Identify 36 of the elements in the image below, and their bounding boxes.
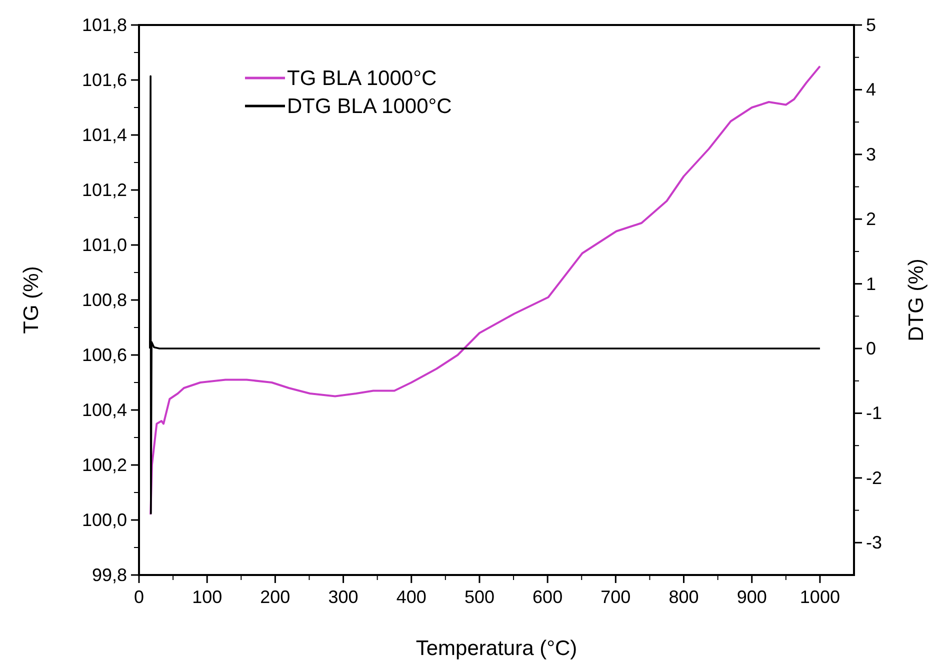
y2-tick-label: -1 xyxy=(866,403,882,424)
y-tick-label: 100,2 xyxy=(82,455,127,475)
y-tick-label: 100,8 xyxy=(82,290,127,310)
x-tick-label: 1000 xyxy=(800,587,840,607)
x-tick-label: 300 xyxy=(328,587,358,607)
y-tick-label: 101,4 xyxy=(82,125,127,145)
x-tick-label: 200 xyxy=(260,587,290,607)
y-tick-label: 100,4 xyxy=(82,400,127,420)
x-tick-label: 0 xyxy=(134,587,144,607)
y-tick-label: 101,2 xyxy=(82,180,127,200)
y2-tick-label: 4 xyxy=(866,80,876,100)
y-tick-label: 100,6 xyxy=(82,345,127,365)
y2-axis-title: DTG (%) xyxy=(905,258,928,342)
y2-tick-label: 5 xyxy=(866,15,876,35)
y-tick-label: 101,0 xyxy=(82,235,127,255)
y-axis-title: TG (%) xyxy=(20,266,43,334)
y2-tick-label: -2 xyxy=(866,468,882,488)
x-tick-label: 500 xyxy=(464,587,494,607)
y2-tick-label: 3 xyxy=(866,144,876,164)
y2-tick-label: 0 xyxy=(866,338,876,359)
x-tick-label: 900 xyxy=(736,587,767,607)
x-axis-title: Temperatura (°C) xyxy=(416,637,578,660)
y-tick-label: 101,8 xyxy=(82,15,127,35)
x-tick-label: 800 xyxy=(668,587,699,607)
legend-label: TG BLA 1000°C xyxy=(287,67,437,90)
y2-tick-label: 2 xyxy=(866,209,876,230)
x-tick-label: 100 xyxy=(192,587,222,607)
x-tick-label: 700 xyxy=(600,587,631,607)
x-tick-label: 600 xyxy=(532,587,563,607)
y-tick-label: 101,6 xyxy=(82,70,127,90)
y-tick-label: 100,0 xyxy=(82,510,127,530)
x-tick-label: 400 xyxy=(396,587,426,607)
y-tick-label: 99,8 xyxy=(92,565,127,585)
legend-label: DTG BLA 1000°C xyxy=(287,95,452,118)
y2-tick-label: 1 xyxy=(866,274,876,294)
y2-tick-label: -3 xyxy=(866,532,882,553)
